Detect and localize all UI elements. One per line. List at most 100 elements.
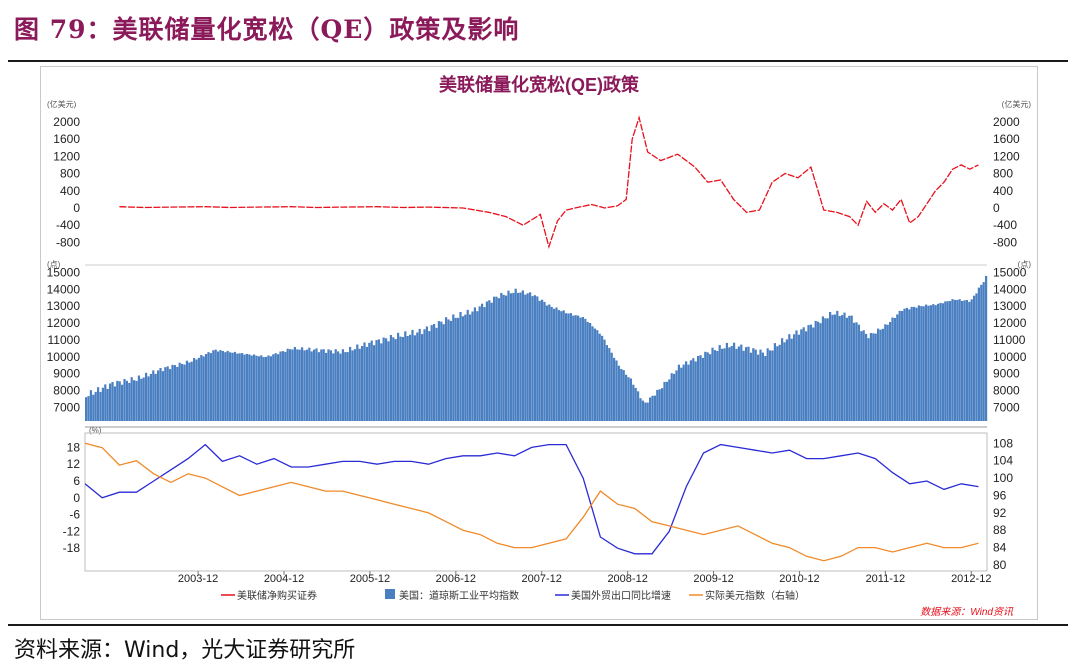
djia-bar [855, 322, 858, 421]
source-note: 资料来源：Wind，光大证券研究所 [14, 638, 356, 663]
djia-bar [759, 349, 762, 421]
panel2-ytick-left: 11000 [48, 333, 81, 347]
djia-bar [193, 358, 196, 421]
panel1-ytick-left: 1200 [53, 149, 80, 163]
djia-bar [315, 348, 318, 421]
djia-bar [675, 370, 678, 421]
djia-bar [404, 331, 407, 421]
djia-bar [435, 327, 438, 421]
djia-bar [541, 299, 544, 421]
djia-bar [385, 338, 388, 421]
djia-bar [879, 329, 882, 421]
djia-bar [884, 324, 887, 421]
djia-bar [829, 312, 832, 421]
djia-bar [932, 304, 935, 421]
djia-bar [464, 314, 467, 421]
x-tick-label: 2012-12 [951, 573, 991, 585]
djia-bar [752, 348, 755, 421]
djia-bar [109, 383, 112, 421]
panel2-unit-right: (点) [1018, 260, 1032, 269]
djia-bar [725, 342, 728, 421]
djia-bar [742, 350, 745, 421]
djia-bar [459, 312, 462, 421]
djia-bar [121, 384, 124, 421]
djia-bar [161, 371, 164, 421]
djia-bar [545, 305, 548, 421]
djia-bar [800, 329, 803, 421]
djia-bar [284, 351, 287, 421]
djia-bar [601, 335, 604, 421]
djia-bar [613, 357, 616, 421]
djia-bar [356, 344, 359, 421]
djia-bar [224, 352, 227, 421]
djia-bar [661, 388, 664, 421]
djia-bar [764, 356, 767, 421]
djia-bar [473, 307, 476, 421]
panel1-ytick-right: -800 [993, 235, 1017, 249]
djia-bar [483, 307, 486, 421]
djia-bar [140, 378, 143, 421]
panel1-ytick-left: 0 [73, 201, 80, 215]
panel1-ytick-right: 1200 [993, 149, 1020, 163]
djia-bar [682, 364, 685, 421]
djia-bar [925, 304, 928, 421]
djia-bar [370, 340, 373, 421]
djia-bar [221, 351, 224, 421]
djia-bar [332, 353, 335, 421]
djia-bar [896, 314, 899, 421]
djia-bar [865, 333, 868, 421]
djia-bar [761, 352, 764, 421]
djia-bar [334, 349, 337, 421]
djia-bar [521, 290, 524, 421]
djia-bar [421, 334, 424, 421]
panel3-ytick-left: -6 [69, 508, 80, 522]
panel2-ytick-left: 10000 [47, 350, 81, 364]
djia-bar [517, 292, 520, 421]
x-tick-label: 2003-12 [178, 573, 218, 585]
djia-bar [428, 331, 431, 421]
djia-bar [982, 282, 985, 421]
djia-bar [711, 347, 714, 421]
panel2-ytick-right: 11000 [993, 333, 1026, 347]
djia-bar [219, 350, 222, 421]
djia-bar [634, 387, 637, 421]
djia-bar [493, 296, 496, 421]
djia-bar [344, 352, 347, 421]
panel3-ytick-right: 108 [993, 436, 1013, 450]
djia-bar [231, 352, 234, 421]
djia-bar [843, 312, 846, 421]
djia-bar [555, 307, 558, 421]
djia-bar [565, 313, 568, 421]
usd-index-line [84, 442, 979, 562]
djia-bar [773, 343, 776, 421]
djia-bar [745, 347, 748, 421]
panel1-ytick-right: 800 [993, 167, 1013, 181]
panel1-ytick-left: -800 [56, 235, 80, 249]
djia-bar [680, 367, 683, 421]
djia-bar [310, 351, 313, 421]
djia-bar [320, 349, 323, 421]
djia-bar [447, 319, 450, 421]
legend-label-qe: 美联储净购买证券 [237, 589, 317, 602]
djia-bar [305, 349, 308, 421]
djia-bar [245, 353, 248, 421]
djia-bar [502, 294, 505, 421]
djia-bar [651, 395, 654, 421]
djia-bar [915, 307, 918, 421]
djia-bar [353, 349, 356, 421]
djia-bar [838, 316, 841, 421]
djia-bar [339, 353, 342, 421]
djia-bar [375, 340, 378, 421]
djia-bar [181, 363, 184, 421]
djia-bar [97, 387, 100, 421]
djia-bar [665, 381, 668, 421]
djia-bar [154, 373, 157, 421]
djia-bar [488, 300, 491, 421]
djia-bar [677, 364, 680, 421]
djia-bar [891, 317, 894, 421]
legend-label-usd: 实际美元指数（右轴） [705, 589, 805, 602]
panel2-ytick-left: 13000 [47, 299, 81, 313]
djia-bar [747, 346, 750, 421]
djia-bar [341, 349, 344, 421]
djia-bar [200, 355, 203, 421]
